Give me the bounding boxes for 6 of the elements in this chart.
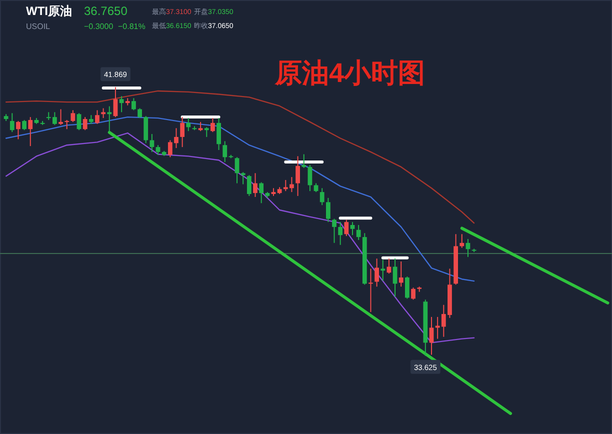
annotation: −0.3000	[84, 22, 114, 31]
annotation: 36.7650	[84, 4, 128, 18]
annotation: −0.81%	[118, 22, 146, 31]
annotation: WTI原油	[26, 4, 72, 18]
annotation: USOIL	[26, 22, 50, 31]
title: 原油4小时图	[274, 58, 426, 88]
